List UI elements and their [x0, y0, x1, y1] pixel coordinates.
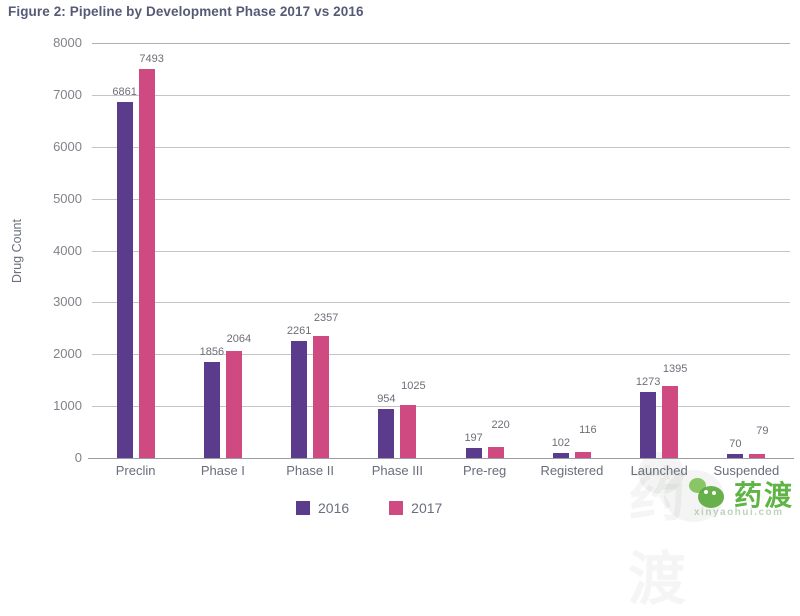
x-axis-label-phase-ii: Phase II	[286, 463, 334, 478]
value-label-2017-phase-i: 2064	[226, 332, 252, 345]
value-label-2017-suspended: 79	[756, 425, 769, 438]
bar-2016-suspended	[727, 454, 744, 458]
y-tick-label-3000: 3000	[53, 294, 82, 310]
x-axis-label-launched: Launched	[630, 463, 688, 478]
x-axis-label-preclin: Preclin	[115, 463, 156, 478]
x-axis-line	[88, 458, 794, 459]
value-label-2017-launched: 1395	[662, 362, 688, 375]
y-tick-label-8000: 8000	[53, 35, 82, 50]
bar-2016-launched	[640, 391, 657, 458]
value-label-2016-registered: 102	[551, 436, 571, 449]
bar-2017-suspended	[749, 453, 766, 458]
value-label-2016-launched: 1273	[635, 375, 661, 388]
bar-2016-registered	[552, 452, 569, 458]
bar-2016-pre-reg	[465, 447, 482, 458]
gridline-6000	[92, 146, 790, 148]
y-tick-label-4000: 4000	[53, 242, 82, 258]
bar-2017-launched	[662, 385, 679, 458]
legend-item-2016: 2016	[296, 500, 349, 516]
y-axis-title: Drug Count	[10, 219, 24, 283]
value-label-2016-pre-reg: 197	[464, 431, 483, 444]
legend-label-2017: 2017	[411, 500, 443, 516]
bar-2016-phase-ii	[291, 340, 308, 458]
watermark-brand-text: 药渡	[734, 480, 795, 511]
bar-2016-preclin	[116, 102, 133, 458]
value-label-2017-pre-reg: 220	[491, 418, 510, 431]
value-label-2016-suspended: 70	[729, 438, 742, 451]
bar-2017-preclin	[138, 69, 155, 458]
y-tick-label-6000: 6000	[53, 138, 82, 154]
legend-swatch-2016-icon	[296, 501, 310, 515]
value-label-2016-phase-ii: 2261	[286, 324, 312, 337]
value-label-2016-phase-i: 1856	[199, 345, 225, 358]
value-label-2016-preclin: 6861	[112, 86, 137, 99]
watermark: 药渡 xinyaohui.com	[688, 474, 798, 520]
bar-2017-registered	[574, 451, 591, 458]
bar-2016-phase-iii	[378, 408, 395, 458]
legend-label-2016: 2016	[318, 500, 350, 516]
watermark-leaf-logo-icon	[688, 478, 732, 514]
gridline-2000	[92, 354, 790, 356]
bar-2017-pre-reg	[487, 446, 504, 458]
gridline-5000	[92, 198, 790, 200]
y-tick-label-2000: 2000	[53, 346, 82, 362]
y-tick-label-5000: 5000	[53, 190, 82, 206]
bar-2016-phase-i	[203, 361, 220, 458]
y-tick-label-7000: 7000	[53, 86, 82, 102]
legend-swatch-2017-icon	[389, 501, 404, 515]
gridline-1000	[92, 406, 790, 408]
bar-2017-phase-iii	[400, 404, 417, 458]
plot-area: 6861 7493 1856 2064 2261 2357 954 1025 197 220 102…	[92, 43, 790, 458]
y-tick-label-1000: 1000	[53, 398, 82, 414]
gridline-7000	[92, 94, 790, 96]
gridline-8000	[92, 43, 790, 44]
legend-item-2017: 2017	[389, 500, 442, 516]
value-label-2017-phase-iii: 1025	[401, 379, 426, 392]
gridline-4000	[92, 250, 790, 252]
legend: 2016 2017	[296, 500, 442, 516]
x-axis-label-phase-iii: Phase III	[371, 463, 424, 478]
y-tick-label-0: 0	[74, 450, 82, 465]
chart-title: Figure 2: Pipeline by Development Phase …	[8, 4, 364, 19]
bar-2017-phase-ii	[313, 335, 330, 458]
value-label-2017-preclin: 7493	[139, 53, 164, 66]
value-label-2017-registered: 116	[579, 423, 597, 436]
value-label-2017-phase-ii: 2357	[313, 311, 339, 324]
gridline-3000	[92, 302, 790, 304]
x-axis-label-suspended: Suspended	[713, 463, 780, 478]
x-axis-label-registered: Registered	[540, 463, 604, 478]
value-label-2016-phase-iii: 954	[377, 392, 396, 405]
bar-2017-phase-i	[225, 350, 242, 458]
x-axis-label-pre-reg: Pre-reg	[462, 463, 507, 478]
watermark-url-text: xinyaohui.com	[694, 507, 784, 518]
x-axis-label-phase-i: Phase I	[200, 463, 245, 478]
